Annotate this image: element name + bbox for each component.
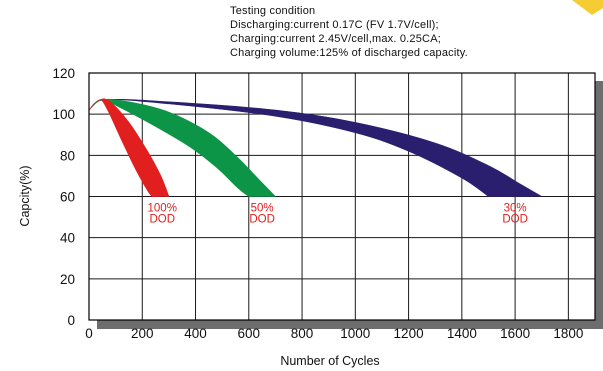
y-axis-ticks: 0 20 40 60 80 100 120 [52,66,75,328]
series-label: 50% [251,203,274,215]
series-label: DOD [149,214,175,226]
y-tick-label: 100 [52,107,75,122]
series-label: DOD [249,214,275,226]
x-tick-label: 1000 [340,326,370,341]
y-tick-label: 60 [60,190,75,205]
x-tick-label: 0 [85,326,93,341]
x-tick-label: 600 [238,326,261,341]
x-tick-label: 1400 [447,326,477,341]
series-areas [88,98,543,198]
series-label: DOD [502,214,528,226]
x-tick-label: 1800 [553,326,583,341]
y-tick-label: 120 [52,66,75,81]
series-band-100-dod [88,98,170,198]
x-tick-label: 1600 [500,326,530,341]
x-tick-label: 800 [291,326,314,341]
testing-condition-title: Testing condition [230,5,315,17]
x-tick-label: 400 [184,326,207,341]
x-tick-label: 1200 [394,326,424,341]
x-tick-label: 200 [131,326,154,341]
series-label: 100% [148,203,177,215]
testing-condition: Testing condition Discharging:current 0.… [230,5,468,59]
plot-frame [88,72,596,321]
y-tick-label: 40 [60,231,75,246]
x-axis-ticks: 0 200 400 600 800 1000 1200 1400 1600 1800 [85,326,583,341]
y-tick-label: 80 [60,148,75,163]
y-tick-label: 20 [60,272,75,287]
y-tick-label: 0 [67,313,75,328]
corner-accent [572,0,603,15]
testing-condition-discharging: Discharging:current 0.17C (FV 1.7V/cell)… [230,19,439,31]
testing-condition-charging-volume: Charging volume:125% of discharged capac… [230,47,468,59]
testing-condition-charging: Charging:current 2.45V/cell,max. 0.25CA; [230,33,441,45]
x-axis-title: Number of Cycles [280,354,379,368]
y-axis-title: Capcity(%) [18,165,32,226]
series-band-30-dod [88,98,543,197]
series-band-50-dod [88,98,277,197]
series-label: 30% [504,203,527,215]
